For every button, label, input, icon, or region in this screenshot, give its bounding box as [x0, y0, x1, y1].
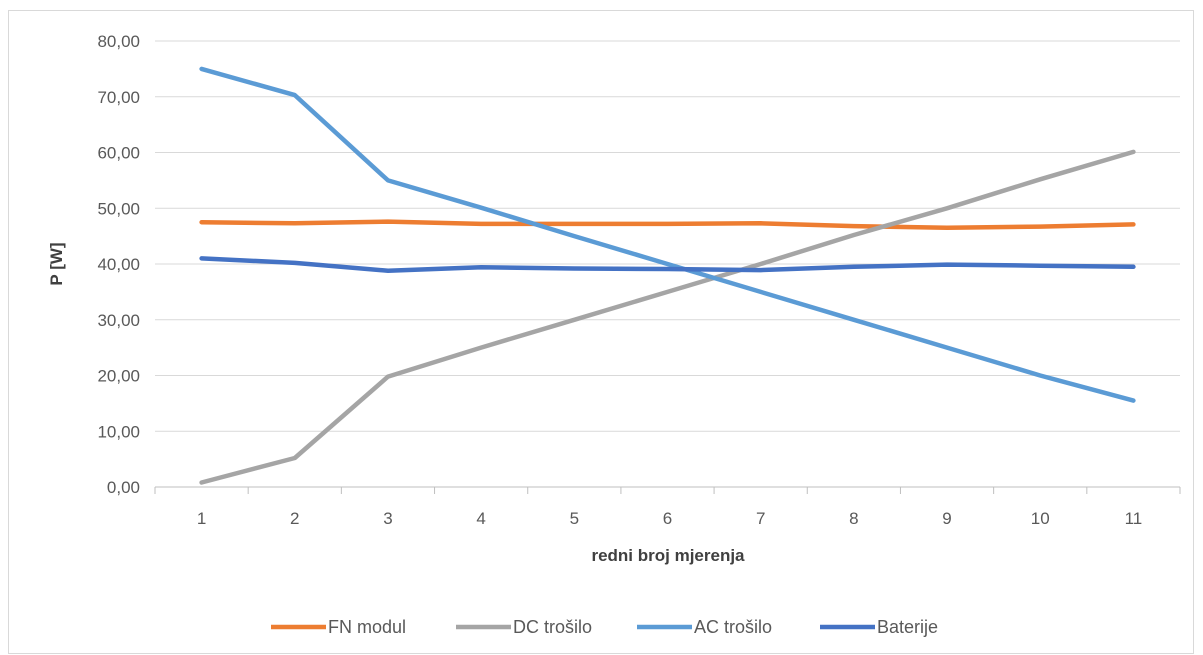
x-axis-ticks: 1 2 3 4 5 6 7 8 9 10 11	[197, 509, 1142, 528]
x-axis	[154, 486, 1181, 494]
y-tick-label: 0,00	[107, 478, 140, 497]
y-tick-label: 80,00	[97, 32, 140, 51]
y-tick-label: 10,00	[97, 422, 140, 441]
x-tick-label: 7	[756, 509, 765, 528]
x-tick-label: 4	[476, 509, 485, 528]
x-tick-label: 1	[197, 509, 206, 528]
y-tick-label: 30,00	[97, 311, 140, 330]
y-tick-label: 60,00	[97, 144, 140, 163]
series-line-1	[199, 219, 1136, 231]
x-tick-label: 10	[1031, 509, 1050, 528]
series-lines	[199, 66, 1136, 485]
y-axis-ticks: 0,00 10,00 20,00 30,00 40,00 50,00 60,00 70,00 8…	[97, 32, 140, 497]
chart-area	[8, 10, 1194, 654]
legend-label: AC trošilo	[694, 617, 772, 637]
x-tick-label: 6	[663, 509, 672, 528]
series-line-2	[199, 149, 1136, 485]
x-tick-label: 8	[849, 509, 858, 528]
x-tick-label: 11	[1125, 509, 1143, 528]
x-axis-title: redni broj mjerenja	[591, 546, 745, 565]
series-line-4	[199, 256, 1136, 273]
x-tick-label: 3	[383, 509, 392, 528]
y-tick-label: 40,00	[97, 255, 140, 274]
y-tick-label: 50,00	[97, 199, 140, 218]
y-axis-title: P [W]	[47, 242, 66, 285]
legend: FN modul DC trošilo AC trošilo Baterije	[271, 617, 938, 637]
x-tick-label: 9	[942, 509, 951, 528]
x-tick-label: 2	[290, 509, 299, 528]
y-tick-label: 20,00	[97, 367, 140, 386]
legend-label: FN modul	[328, 617, 406, 637]
x-tick-label: 5	[570, 509, 579, 528]
series-line-3	[199, 66, 1136, 403]
legend-label: DC trošilo	[513, 617, 592, 637]
y-tick-label: 70,00	[97, 88, 140, 107]
legend-label: Baterije	[877, 617, 938, 637]
